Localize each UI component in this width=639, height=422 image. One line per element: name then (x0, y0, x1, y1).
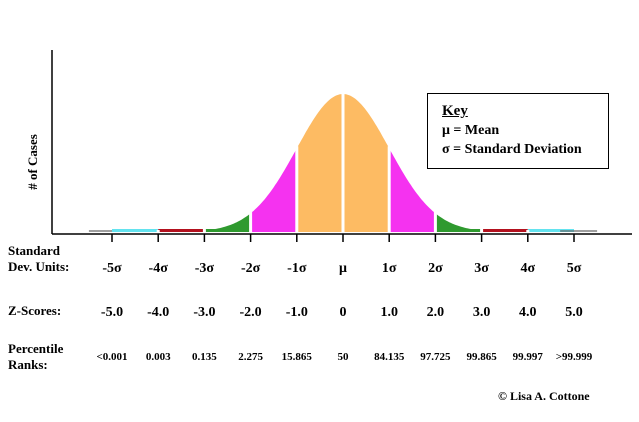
curve-band-3 (250, 148, 297, 232)
z-score-label-3: -2.0 (240, 305, 262, 320)
curve-band-8 (481, 229, 528, 232)
percentile-label-2: 0.135 (192, 351, 217, 363)
percentile-label-6: 84.135 (374, 351, 405, 363)
band-dividers (156, 92, 530, 232)
key-mean-entry: μ = Mean (442, 123, 500, 138)
z-score-label-0: -5.0 (101, 305, 123, 320)
percentile-label-9: 99.997 (513, 351, 544, 363)
key-legend: Key μ = Mean σ = Standard Deviation (427, 93, 609, 169)
sd-unit-label-1: -4σ (149, 261, 169, 276)
z-score-label-10: 5.0 (565, 305, 583, 320)
percentile-label-10: >99.999 (556, 351, 593, 363)
curve-band-1 (158, 229, 205, 232)
y-axis-label: # of Cases (25, 134, 40, 190)
curve-band-7 (435, 213, 482, 232)
sd-unit-label-6: 1σ (382, 261, 397, 276)
sd-unit-label-3: -2σ (241, 261, 261, 276)
curve-band-4 (296, 94, 343, 232)
curve-bands (88, 94, 598, 232)
sd-unit-label-0: -5σ (102, 261, 122, 276)
sd-row-label: Standard Dev. Units: (8, 243, 69, 275)
z-score-label-7: 2.0 (427, 305, 445, 320)
z-score-label-4: -1.0 (286, 305, 308, 320)
curve-band-2 (204, 213, 251, 232)
percentile-label-8: 99.865 (466, 351, 497, 363)
sd-row-label-line1: Standard (8, 243, 61, 258)
sd-unit-label-7: 2σ (428, 261, 443, 276)
z-row-label: Z-Scores: (8, 303, 62, 318)
sd-unit-label-9: 4σ (520, 261, 535, 276)
z-scores-row: -5.0 -4.0 -3.0 -2.0 -1.0 0 1.0 2.0 3.0 4.0 5.0 (101, 305, 583, 320)
sd-unit-label-8: 3σ (474, 261, 489, 276)
sd-units-row: -5σ -4σ -3σ -2σ -1σ μ 1σ 2σ 3σ 4σ 5σ (102, 261, 581, 276)
sd-unit-label-10: 5σ (567, 261, 582, 276)
sd-row-label-line2: Dev. Units: (8, 259, 70, 274)
curve-band-5 (343, 94, 390, 232)
sd-unit-label-2: -3σ (195, 261, 215, 276)
sd-unit-label-5: μ (339, 261, 347, 276)
sd-unit-label-4: -1σ (287, 261, 307, 276)
z-score-label-2: -3.0 (193, 305, 215, 320)
percentile-label-7: 97.725 (420, 351, 451, 363)
key-title: Key (442, 103, 468, 119)
curve-band-0 (112, 229, 159, 232)
percentile-row-label-line2: Ranks: (8, 357, 48, 372)
percentile-label-3: 2.275 (238, 351, 263, 363)
z-score-label-5: 0 (340, 305, 347, 320)
z-score-label-6: 1.0 (380, 305, 398, 320)
x-axis-ticks (111, 234, 575, 242)
z-score-label-9: 4.0 (519, 305, 537, 320)
percentile-label-5: 50 (338, 351, 350, 363)
z-score-label-8: 3.0 (473, 305, 491, 320)
key-sd-entry: σ = Standard Deviation (442, 142, 582, 157)
copyright-text: © Lisa A. Cottone (498, 389, 590, 403)
percentile-label-1: 0.003 (146, 351, 171, 363)
curve-band-6 (389, 148, 436, 232)
percentile-row-label-line1: Percentile (8, 341, 64, 356)
percentile-row-label: Percentile Ranks: (8, 341, 63, 373)
z-score-label-1: -4.0 (147, 305, 169, 320)
percentile-row: <0.001 0.003 0.135 2.275 15.865 50 84.135 97.72… (96, 351, 592, 363)
percentile-label-0: <0.001 (96, 351, 127, 363)
percentile-label-4: 15.865 (282, 351, 313, 363)
